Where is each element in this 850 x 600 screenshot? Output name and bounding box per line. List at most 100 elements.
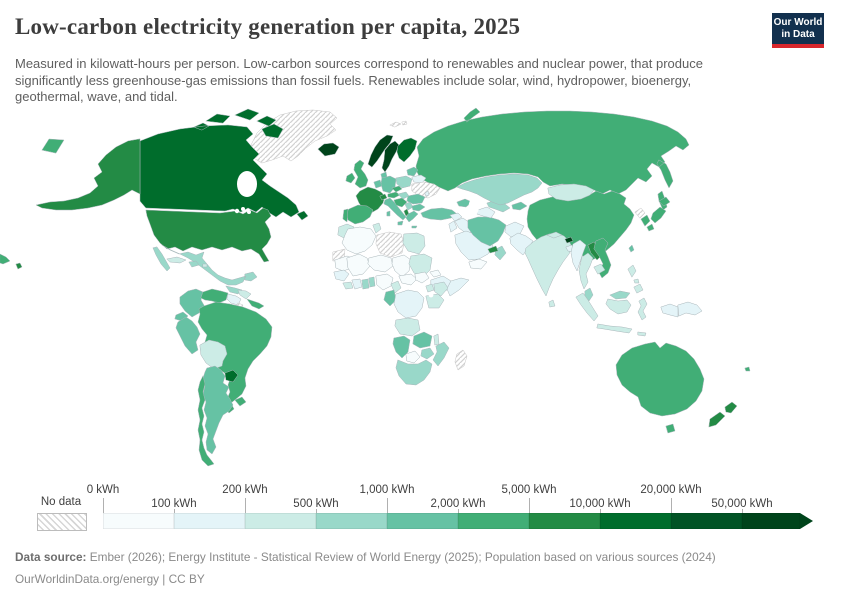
region-baltic-states[interactable] — [406, 166, 419, 177]
region-kazakhstan[interactable] — [456, 173, 543, 206]
region-czechia-slovakia[interactable] — [391, 185, 403, 193]
legend-bin-6[interactable] — [529, 513, 600, 529]
region-oman[interactable] — [494, 245, 507, 261]
legend-bin-open-ended[interactable] — [742, 513, 800, 529]
region-botswana[interactable] — [405, 350, 421, 364]
region-indonesia[interactable] — [575, 292, 648, 337]
region-kyrgyzstan-tajikistan[interactable] — [511, 201, 528, 211]
region-norway[interactable] — [367, 134, 394, 168]
region-central-african-republic[interactable] — [398, 273, 418, 286]
region-angola[interactable] — [394, 317, 421, 337]
region-zimbabwe[interactable] — [420, 347, 435, 360]
region-chukotka-wrap[interactable] — [41, 138, 65, 154]
region-yemen[interactable] — [468, 258, 488, 270]
region-paraguay[interactable] — [224, 369, 239, 383]
region-moldova[interactable] — [424, 190, 430, 197]
region-ireland[interactable] — [345, 172, 356, 184]
region-ukraine[interactable] — [411, 181, 441, 199]
legend-bin-0[interactable] — [103, 513, 174, 529]
region-bolivia[interactable] — [199, 339, 228, 370]
region-ghana[interactable] — [361, 278, 370, 290]
region-bhutan[interactable] — [564, 236, 574, 244]
region-map-wrap-fragment[interactable] — [0, 253, 11, 265]
region-senegal-guinea[interactable] — [333, 269, 350, 282]
region-niger[interactable] — [367, 254, 394, 273]
region-israel-jordan[interactable] — [448, 220, 458, 233]
region-papua-new-guinea[interactable] — [677, 301, 703, 317]
region-alaska[interactable] — [35, 138, 141, 211]
region-turkmenistan[interactable] — [476, 206, 496, 219]
region-austria[interactable] — [387, 191, 401, 199]
region-egypt[interactable] — [402, 232, 426, 255]
owid-logo[interactable]: Our World in Data — [772, 13, 824, 49]
region-cuba[interactable] — [166, 256, 187, 264]
region-canada[interactable] — [139, 108, 309, 221]
region-mali[interactable] — [346, 253, 371, 277]
region-italy[interactable] — [383, 197, 407, 226]
legend-bin-2[interactable] — [245, 513, 316, 529]
region-romania[interactable] — [406, 193, 426, 205]
region-hispaniola[interactable] — [188, 260, 200, 268]
region-tanzania[interactable] — [425, 293, 445, 309]
region-peru[interactable] — [175, 316, 201, 355]
region-iceland[interactable] — [317, 142, 340, 157]
region-madagascar[interactable] — [454, 349, 468, 371]
legend-bin-1[interactable] — [174, 513, 245, 529]
region-mozambique[interactable] — [432, 341, 450, 367]
region-united-states[interactable] — [145, 207, 272, 263]
region-germany[interactable] — [380, 175, 397, 194]
region-finland[interactable] — [396, 137, 418, 163]
region-sierra-leone-liberia[interactable] — [342, 281, 354, 290]
legend-bin-8[interactable] — [671, 513, 742, 529]
region-japan[interactable] — [646, 196, 671, 232]
region-kenya[interactable] — [433, 281, 449, 297]
footer-license-line[interactable]: OurWorldinData.org/energy | CC BY — [15, 572, 205, 586]
region-hawaii[interactable] — [15, 262, 23, 270]
region-mongolia[interactable] — [547, 183, 595, 202]
legend-bin-5[interactable] — [458, 513, 529, 529]
region-spain[interactable] — [345, 204, 374, 225]
region-portugal[interactable] — [342, 208, 349, 223]
region-south-africa[interactable] — [395, 359, 433, 386]
region-gabon-congo[interactable] — [383, 289, 397, 307]
region-fiji[interactable] — [744, 366, 751, 372]
region-tasmania[interactable] — [665, 423, 676, 434]
region-nigeria[interactable] — [375, 273, 394, 291]
region-cambodia[interactable] — [593, 263, 606, 275]
region-malawi[interactable] — [433, 333, 440, 346]
region-philippines[interactable] — [627, 264, 644, 294]
legend-no-data-swatch[interactable] — [37, 513, 87, 531]
region-libya[interactable] — [375, 231, 405, 258]
region-venezuela[interactable] — [200, 288, 229, 304]
region-zambia[interactable] — [412, 331, 433, 349]
region-switzerland[interactable] — [379, 193, 388, 201]
region-turkey[interactable] — [420, 207, 458, 221]
region-poland[interactable] — [395, 175, 413, 189]
region-uruguay[interactable] — [234, 396, 247, 407]
region-cote-divoire[interactable] — [351, 278, 363, 290]
region-sri-lanka[interactable] — [548, 299, 556, 308]
region-south-sudan[interactable] — [414, 271, 430, 284]
region-namibia[interactable] — [392, 335, 411, 359]
region-tunisia[interactable] — [372, 222, 382, 234]
region-honduras-nicaragua[interactable] — [237, 289, 252, 300]
region-russia[interactable] — [415, 107, 690, 211]
region-united-arab-emirates[interactable] — [487, 245, 499, 254]
region-uganda[interactable] — [425, 283, 435, 293]
region-dr-congo[interactable] — [393, 289, 425, 319]
region-new-zealand[interactable] — [708, 401, 738, 428]
legend-bin-7[interactable] — [600, 513, 671, 529]
region-svalbard[interactable] — [389, 120, 408, 128]
region-chad[interactable] — [391, 254, 412, 278]
region-brazil[interactable] — [197, 301, 273, 414]
region-taiwan[interactable] — [628, 244, 635, 253]
region-south-korea[interactable] — [640, 214, 651, 227]
region-united-kingdom[interactable] — [353, 159, 369, 189]
region-sweden[interactable] — [381, 140, 400, 173]
region-vietnam[interactable] — [593, 237, 612, 279]
region-algeria[interactable] — [341, 226, 377, 255]
region-malaysia[interactable] — [584, 287, 631, 302]
region-togo-benin[interactable] — [368, 276, 376, 288]
region-costa-rica-panama[interactable] — [246, 298, 265, 310]
region-papua-indonesia[interactable] — [660, 303, 679, 318]
